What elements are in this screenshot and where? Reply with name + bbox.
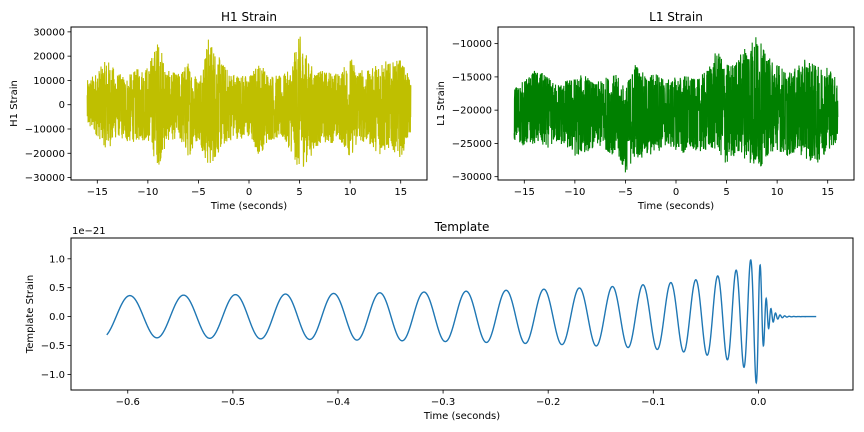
h1-x-tick-label: −15 bbox=[87, 187, 108, 198]
h1-y-tick-label: 30000 bbox=[33, 27, 65, 38]
template-y-tick-label: 1.0 bbox=[49, 254, 65, 265]
l1-x-tick-label: −15 bbox=[514, 187, 535, 198]
h1-series-line bbox=[86, 36, 412, 167]
l1-axis-ticks: −15 −10 −5 0 5 10 15 −30000 −25000 −20000 −15000 −1… bbox=[452, 39, 834, 198]
h1-chart-title: H1 Strain bbox=[221, 10, 277, 24]
l1-x-tick-label: 0 bbox=[673, 187, 679, 198]
l1-x-tick-label: 5 bbox=[723, 187, 729, 198]
h1-x-axis-label: Time (seconds) bbox=[210, 201, 287, 212]
template-plot-area bbox=[106, 259, 817, 385]
h1-y-tick-label: 0 bbox=[59, 100, 65, 111]
template-x-tick-label: −0.3 bbox=[431, 397, 455, 408]
l1-strain-panel: L1 Strain −15 −10 −5 0 5 10 15 −30000 −25000 −200… bbox=[436, 10, 855, 212]
h1-strain-panel: H1 Strain −15 −10 −5 0 5 10 15 −30000 −20000 −100… bbox=[9, 10, 428, 212]
h1-y-tick-label: −10000 bbox=[25, 125, 65, 136]
l1-x-tick-label: 15 bbox=[821, 187, 834, 198]
template-y-tick-label: 0.5 bbox=[49, 283, 65, 294]
template-panel: Template 1e−21 −0.6 −0.5 −0.4 −0.3 −0.2 −0.1 0… bbox=[25, 220, 854, 422]
h1-x-tick-label: −5 bbox=[191, 187, 206, 198]
template-x-tick-label: −0.6 bbox=[116, 397, 140, 408]
template-x-tick-label: −0.2 bbox=[536, 397, 560, 408]
template-x-tick-label: −0.1 bbox=[641, 397, 665, 408]
l1-y-tick-label: −25000 bbox=[452, 139, 492, 150]
l1-chart-title: L1 Strain bbox=[649, 10, 703, 24]
l1-y-tick-label: −15000 bbox=[452, 72, 492, 83]
h1-y-tick-label: −20000 bbox=[25, 149, 65, 160]
template-axis-ticks: −0.6 −0.5 −0.4 −0.3 −0.2 −0.1 0.0 −1.0 −0.5 0.0 0.… bbox=[41, 254, 767, 408]
h1-x-tick-label: 15 bbox=[394, 187, 407, 198]
l1-series-line bbox=[513, 37, 839, 173]
l1-x-axis-label: Time (seconds) bbox=[637, 201, 714, 212]
h1-axis-ticks: −15 −10 −5 0 5 10 15 −30000 −20000 −10000 0 10000 20… bbox=[25, 27, 407, 198]
h1-y-tick-label: −30000 bbox=[25, 173, 65, 184]
h1-axes-frame bbox=[70, 26, 428, 181]
template-axes-frame bbox=[70, 237, 854, 391]
h1-plot-area bbox=[86, 36, 412, 167]
h1-y-tick-label: 10000 bbox=[33, 76, 65, 87]
l1-plot-area bbox=[513, 37, 839, 173]
l1-y-tick-label: −20000 bbox=[452, 106, 492, 117]
l1-x-tick-label: 10 bbox=[771, 187, 784, 198]
template-y-axis-label: Template Strain bbox=[25, 275, 36, 354]
template-offset-label: 1e−21 bbox=[72, 226, 106, 237]
l1-y-axis-label: L1 Strain bbox=[436, 81, 447, 126]
l1-y-tick-label: −10000 bbox=[452, 39, 492, 50]
template-x-tick-label: 0.0 bbox=[750, 397, 766, 408]
h1-y-tick-label: 20000 bbox=[33, 52, 65, 63]
template-x-tick-label: −0.5 bbox=[221, 397, 245, 408]
h1-x-tick-label: 5 bbox=[296, 187, 302, 198]
template-chart-title: Template bbox=[434, 220, 490, 234]
l1-axes-frame bbox=[497, 26, 855, 181]
h1-y-axis-label: H1 Strain bbox=[9, 80, 20, 127]
template-y-tick-label: 0.0 bbox=[49, 312, 65, 323]
template-y-tick-label: −1.0 bbox=[41, 370, 65, 381]
l1-x-tick-label: −5 bbox=[618, 187, 633, 198]
template-x-tick-label: −0.4 bbox=[326, 397, 350, 408]
h1-x-tick-label: −10 bbox=[137, 187, 158, 198]
l1-y-tick-label: −30000 bbox=[452, 172, 492, 183]
h1-x-tick-label: 10 bbox=[344, 187, 357, 198]
template-y-tick-label: −0.5 bbox=[41, 341, 65, 352]
template-series-line bbox=[106, 259, 817, 385]
template-x-axis-label: Time (seconds) bbox=[423, 411, 500, 422]
h1-x-tick-label: 0 bbox=[246, 187, 252, 198]
l1-x-tick-label: −10 bbox=[564, 187, 585, 198]
